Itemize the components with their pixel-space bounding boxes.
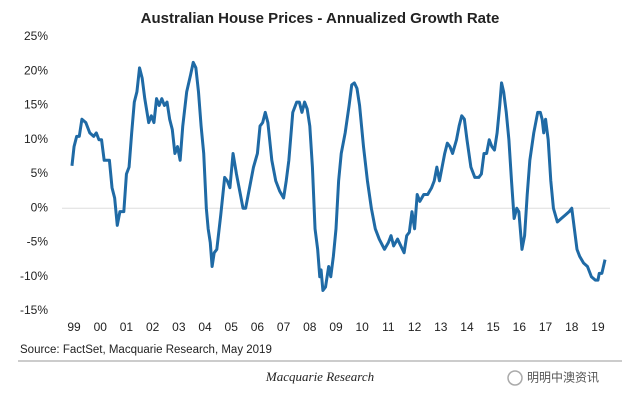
x-tick-label: 08 — [303, 320, 317, 334]
publisher: Macquarie Research — [265, 369, 374, 384]
x-tick-label: 19 — [591, 320, 605, 334]
y-tick-label: 10% — [24, 132, 48, 146]
y-tick-label: -10% — [20, 269, 48, 283]
x-tick-label: 09 — [329, 320, 343, 334]
x-tick-label: 00 — [94, 320, 108, 334]
y-tick-label: -15% — [20, 303, 48, 317]
data-line — [70, 60, 607, 292]
x-tick-label: 10 — [356, 320, 370, 334]
x-tick-label: 15 — [486, 320, 500, 334]
y-tick-label: -5% — [27, 235, 49, 249]
y-tick-label: 0% — [31, 200, 49, 214]
chart-title: Australian House Prices - Annualized Gro… — [141, 10, 500, 27]
x-tick-label: 12 — [408, 320, 422, 334]
source-note: Source: FactSet, Macquarie Research, May… — [20, 344, 272, 356]
x-tick-label: 13 — [434, 320, 448, 334]
x-tick-label: 14 — [460, 320, 474, 334]
x-tick-label: 05 — [225, 320, 239, 334]
x-tick-label: 11 — [382, 320, 395, 334]
x-tick-label: 99 — [67, 320, 81, 334]
x-tick-label: 16 — [513, 320, 527, 334]
y-tick-label: 15% — [24, 98, 48, 112]
x-tick-label: 07 — [277, 320, 291, 334]
x-tick-label: 04 — [198, 320, 212, 334]
y-tick-label: 5% — [31, 166, 49, 180]
y-tick-label: 25% — [24, 29, 48, 43]
x-tick-label: 17 — [539, 320, 553, 334]
y-tick-label: 20% — [24, 63, 48, 77]
wechat-icon — [507, 370, 523, 386]
x-tick-label: 01 — [120, 320, 134, 334]
watermark: 明明中澳资讯 — [527, 370, 599, 385]
x-tick-label: 18 — [565, 320, 579, 334]
x-tick-label: 03 — [172, 320, 186, 334]
x-tick-label: 02 — [146, 320, 160, 334]
x-tick-label: 06 — [251, 320, 265, 334]
